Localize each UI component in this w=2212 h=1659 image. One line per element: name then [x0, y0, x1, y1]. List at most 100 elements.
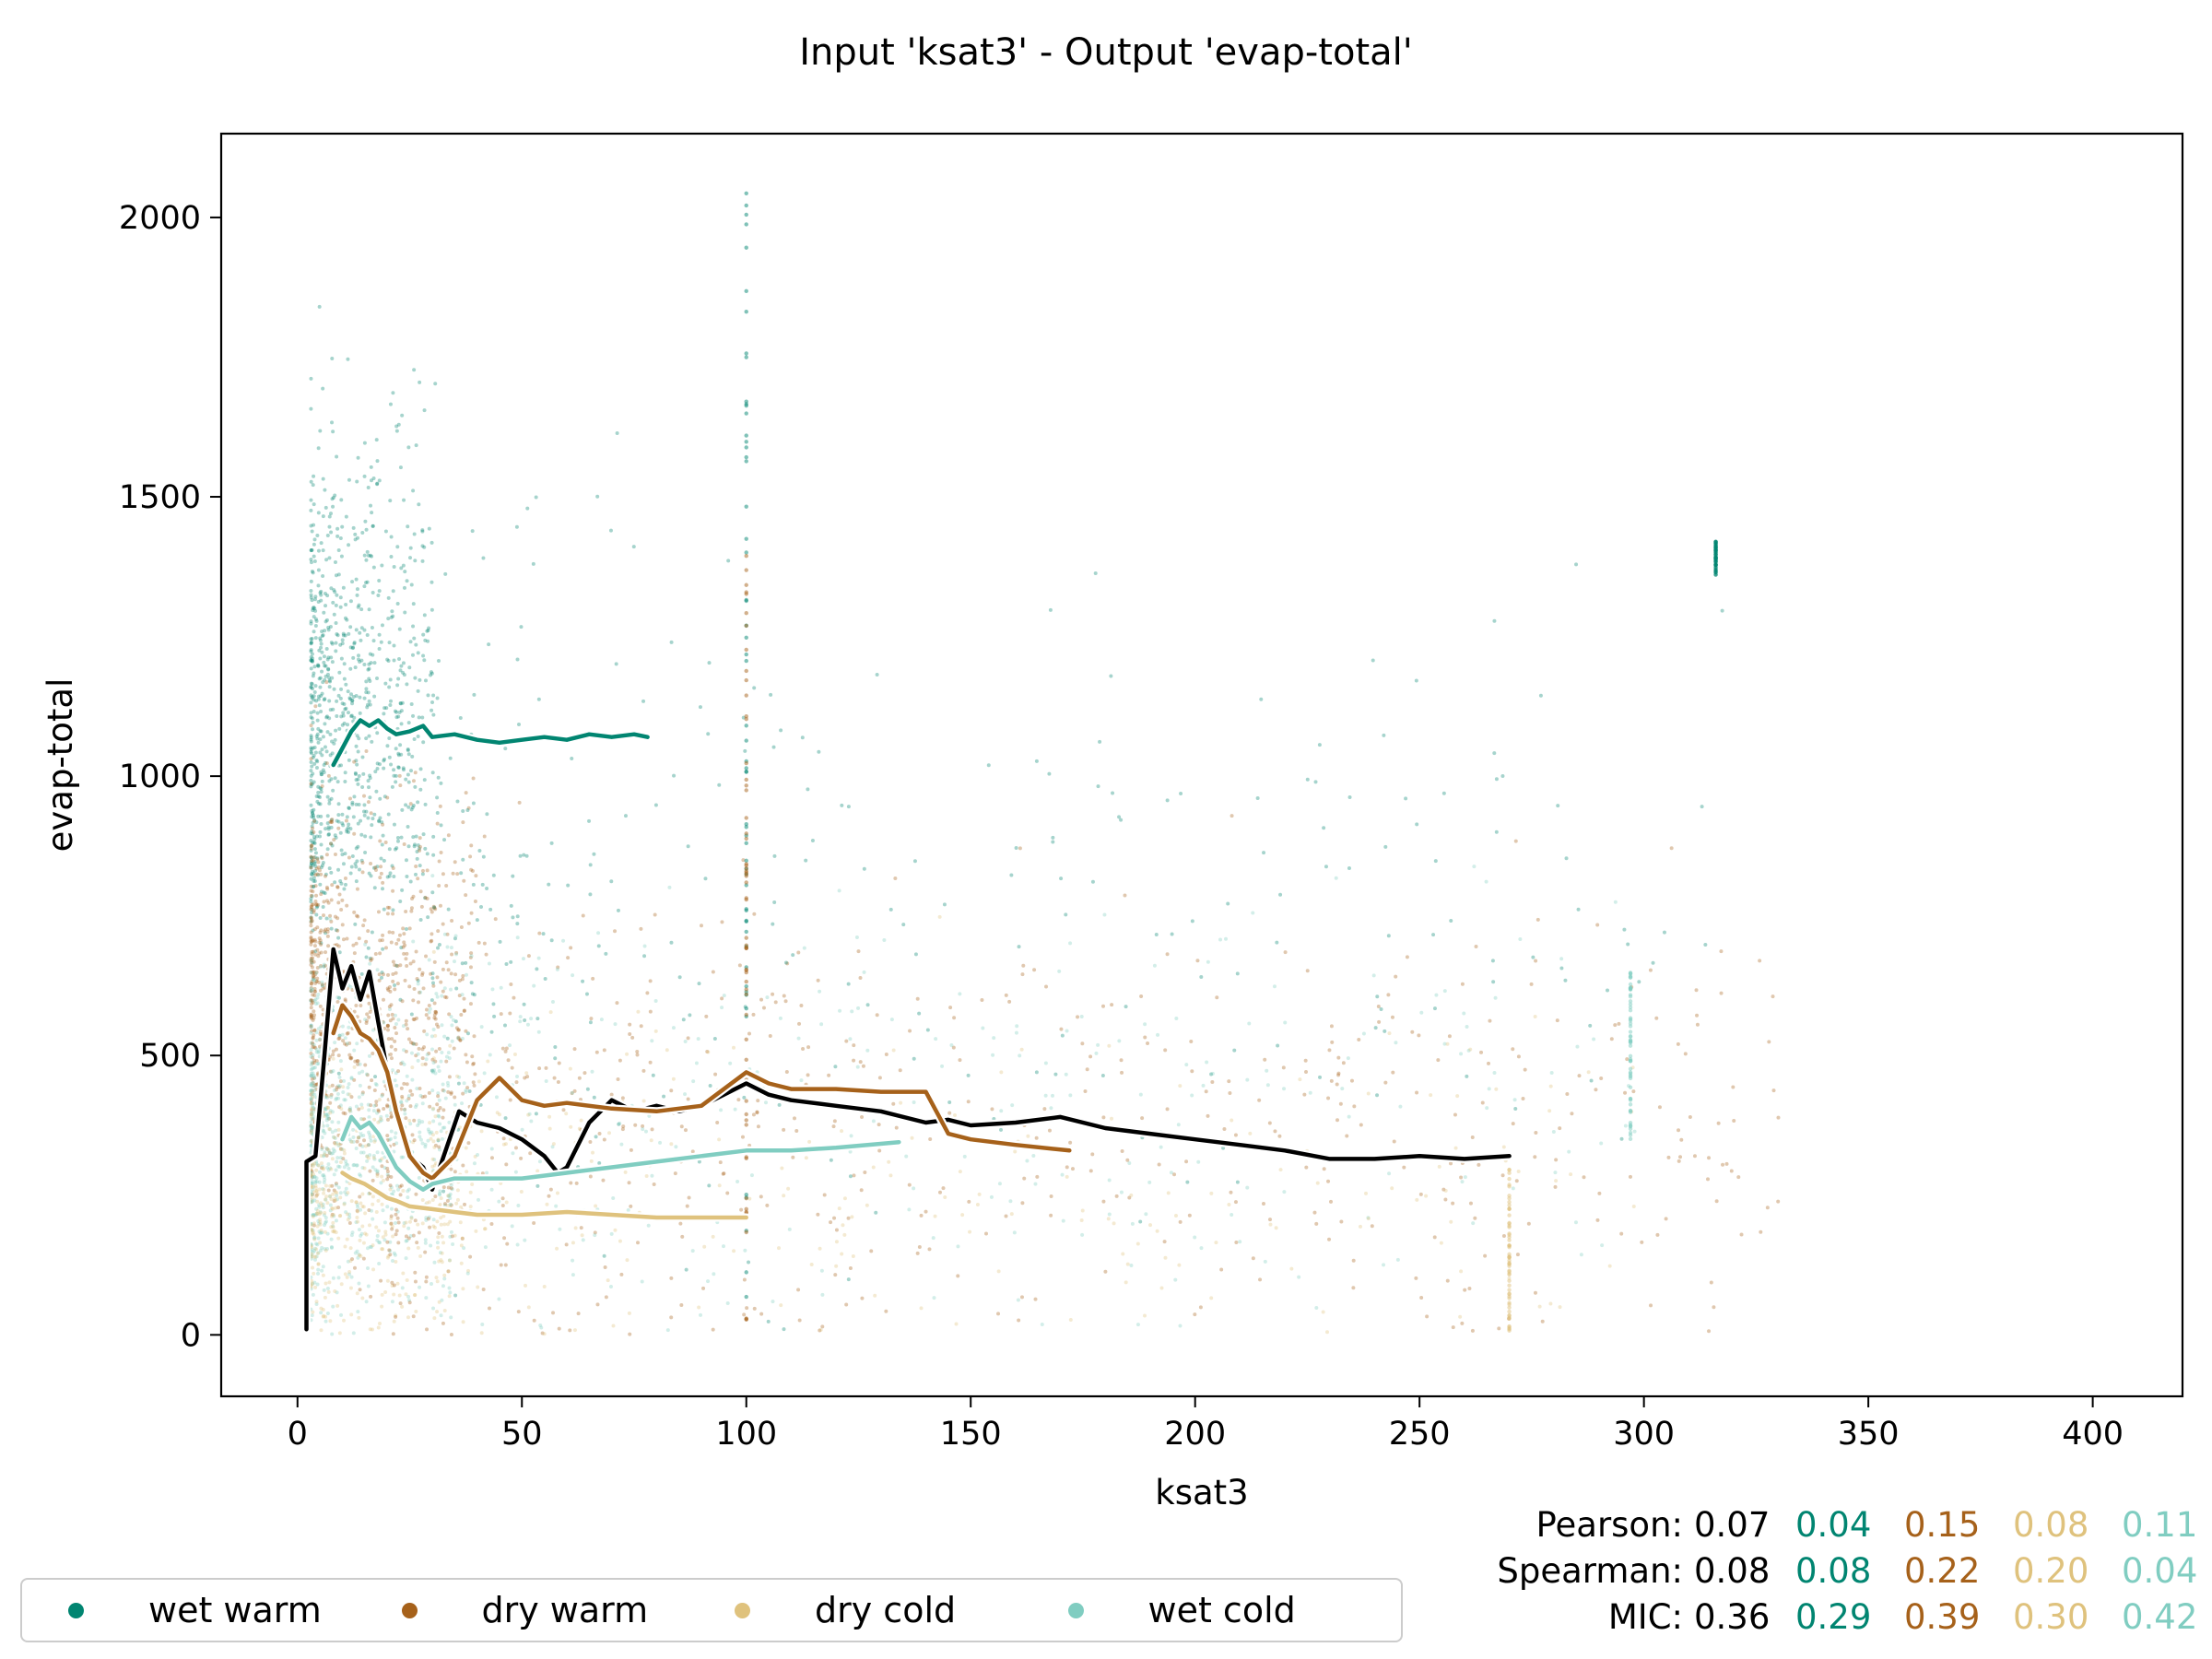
scatter-point — [1465, 1025, 1469, 1030]
scatter-point — [310, 1192, 314, 1196]
scatter-point — [517, 722, 522, 726]
scatter-point — [1713, 555, 1718, 560]
scatter-point — [353, 771, 358, 775]
scatter-point — [846, 805, 851, 809]
scatter-point — [509, 982, 513, 986]
scatter-point — [696, 1037, 700, 1041]
scatter-point — [317, 1212, 322, 1217]
scatter-point — [334, 1218, 338, 1223]
scatter-point — [1289, 1266, 1294, 1271]
scatter-point — [396, 422, 401, 427]
scatter-point — [1507, 1278, 1512, 1283]
scatter-point — [411, 1017, 416, 1021]
scatter-point — [382, 1155, 387, 1159]
scatter-point — [336, 1236, 341, 1241]
scatter-point — [683, 1128, 688, 1133]
scatter-point — [372, 1088, 377, 1092]
scatter-point — [310, 958, 314, 962]
scatter-point — [441, 872, 445, 877]
scatter-point — [595, 494, 600, 499]
scatter-point — [393, 1039, 397, 1043]
scatter-point — [646, 1223, 651, 1228]
scatter-point — [309, 893, 313, 898]
scatter-point — [313, 949, 318, 954]
scatter-point — [324, 715, 329, 720]
scatter-point — [394, 1022, 398, 1027]
scatter-point — [342, 887, 347, 891]
scatter-point — [435, 1279, 440, 1284]
scatter-point — [321, 1166, 325, 1171]
scatter-point — [1507, 1223, 1512, 1229]
scatter-point — [417, 846, 421, 851]
scatter-point — [309, 982, 313, 986]
scatter-point — [1127, 1195, 1132, 1200]
scatter-point — [846, 1216, 851, 1220]
scatter-point — [314, 1180, 319, 1184]
scatter-point — [394, 429, 399, 433]
scatter-point — [422, 1045, 427, 1050]
scatter-point — [393, 1135, 397, 1140]
scatter-point — [353, 665, 358, 670]
scatter-point — [352, 715, 357, 720]
scatter-point — [711, 1327, 715, 1332]
scatter-point — [1031, 1154, 1036, 1159]
scatter-point — [455, 1188, 460, 1193]
scatter-point — [519, 1190, 524, 1194]
scatter-point — [569, 1181, 573, 1185]
scatter-point — [318, 1210, 323, 1215]
scatter-point — [1468, 1047, 1473, 1052]
scatter-point — [474, 1229, 478, 1233]
scatter-point — [1177, 1263, 1182, 1267]
scatter-point — [806, 1045, 811, 1050]
scatter-point — [428, 1006, 432, 1011]
scatter-point — [309, 595, 313, 600]
scatter-point — [441, 922, 445, 926]
scatter-point — [518, 1019, 523, 1024]
scatter-point — [436, 1108, 441, 1112]
scatter-point — [344, 1042, 348, 1047]
scatter-point — [433, 1033, 438, 1038]
scatter-point — [466, 1268, 471, 1273]
scatter-point — [627, 1181, 631, 1185]
scatter-point — [330, 1206, 335, 1211]
scatter-point — [478, 904, 483, 909]
scatter-point — [412, 1118, 417, 1123]
scatter-point — [365, 1073, 370, 1077]
scatter-point — [423, 802, 428, 806]
scatter-point — [309, 784, 313, 789]
scatter-point — [464, 1029, 468, 1033]
scatter-point — [362, 474, 367, 478]
scatter-point — [1020, 1201, 1025, 1206]
scatter-point — [325, 887, 330, 891]
scatter-point — [343, 852, 347, 856]
scatter-point — [312, 761, 317, 766]
scatter-point — [408, 879, 413, 884]
scatter-point — [744, 1192, 748, 1197]
scatter-point — [439, 823, 443, 828]
scatter-point — [315, 534, 320, 538]
scatter-point — [378, 839, 382, 843]
scatter-point — [347, 1221, 352, 1226]
scatter-point — [487, 961, 491, 966]
scatter-point — [418, 967, 422, 971]
scatter-point — [343, 771, 347, 775]
scatter-point — [327, 1151, 332, 1156]
scatter-point — [373, 1081, 378, 1086]
scatter-point — [891, 1048, 896, 1053]
scatter-point — [343, 997, 347, 1002]
scatter-point — [321, 1206, 325, 1210]
scatter-point — [412, 987, 417, 992]
scatter-point — [364, 1300, 369, 1304]
scatter-point — [797, 1318, 802, 1323]
scatter-point — [759, 1312, 764, 1316]
scatter-point — [1404, 796, 1408, 801]
scatter-point — [388, 1183, 393, 1188]
scatter-point — [1189, 1040, 1194, 1044]
scatter-point — [653, 803, 658, 807]
scatter-point — [400, 888, 405, 892]
scatter-point — [464, 893, 468, 898]
scatter-point — [325, 1112, 330, 1117]
scatter-point — [1531, 955, 1535, 959]
scatter-point — [650, 1173, 654, 1178]
scatter-point — [1009, 873, 1014, 877]
